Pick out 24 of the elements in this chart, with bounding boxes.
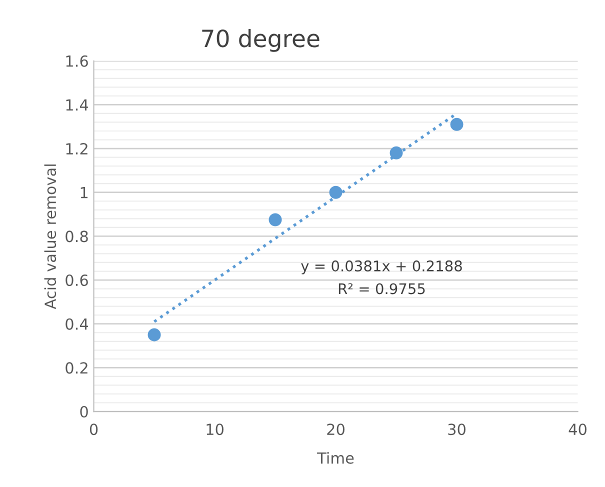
point bbox=[329, 186, 342, 199]
y-tick-label: 1 bbox=[80, 187, 88, 198]
y-tick-label: 0.4 bbox=[66, 318, 88, 330]
x-tick-label: 40 bbox=[568, 424, 586, 436]
y-tick-label: 0.6 bbox=[66, 274, 88, 286]
point bbox=[450, 118, 464, 131]
y-tick-label: 0.2 bbox=[66, 362, 88, 374]
y-tick-label: 1.6 bbox=[66, 55, 88, 67]
point bbox=[390, 146, 403, 160]
point bbox=[148, 328, 161, 342]
y-tick-label: 1.4 bbox=[66, 99, 88, 111]
annotation: R² = 0.9755 bbox=[338, 283, 425, 294]
x-tick-label: 10 bbox=[206, 424, 224, 436]
chart-title: 70 degree bbox=[202, 29, 320, 52]
x-tick-label: 30 bbox=[448, 424, 466, 436]
x-axis-title: Time bbox=[317, 452, 354, 464]
y-tick-label: 0 bbox=[80, 406, 88, 418]
point bbox=[268, 213, 282, 226]
annotation: y = 0.0381x + 0.2188 bbox=[301, 260, 462, 274]
y-tick-label: 0.8 bbox=[66, 230, 88, 242]
y-tick-label: 1.2 bbox=[66, 143, 88, 154]
x-tick-label: 0 bbox=[90, 424, 98, 436]
x-tick-label: 20 bbox=[327, 424, 344, 436]
y-axis-title: Acid value removal bbox=[44, 164, 56, 310]
